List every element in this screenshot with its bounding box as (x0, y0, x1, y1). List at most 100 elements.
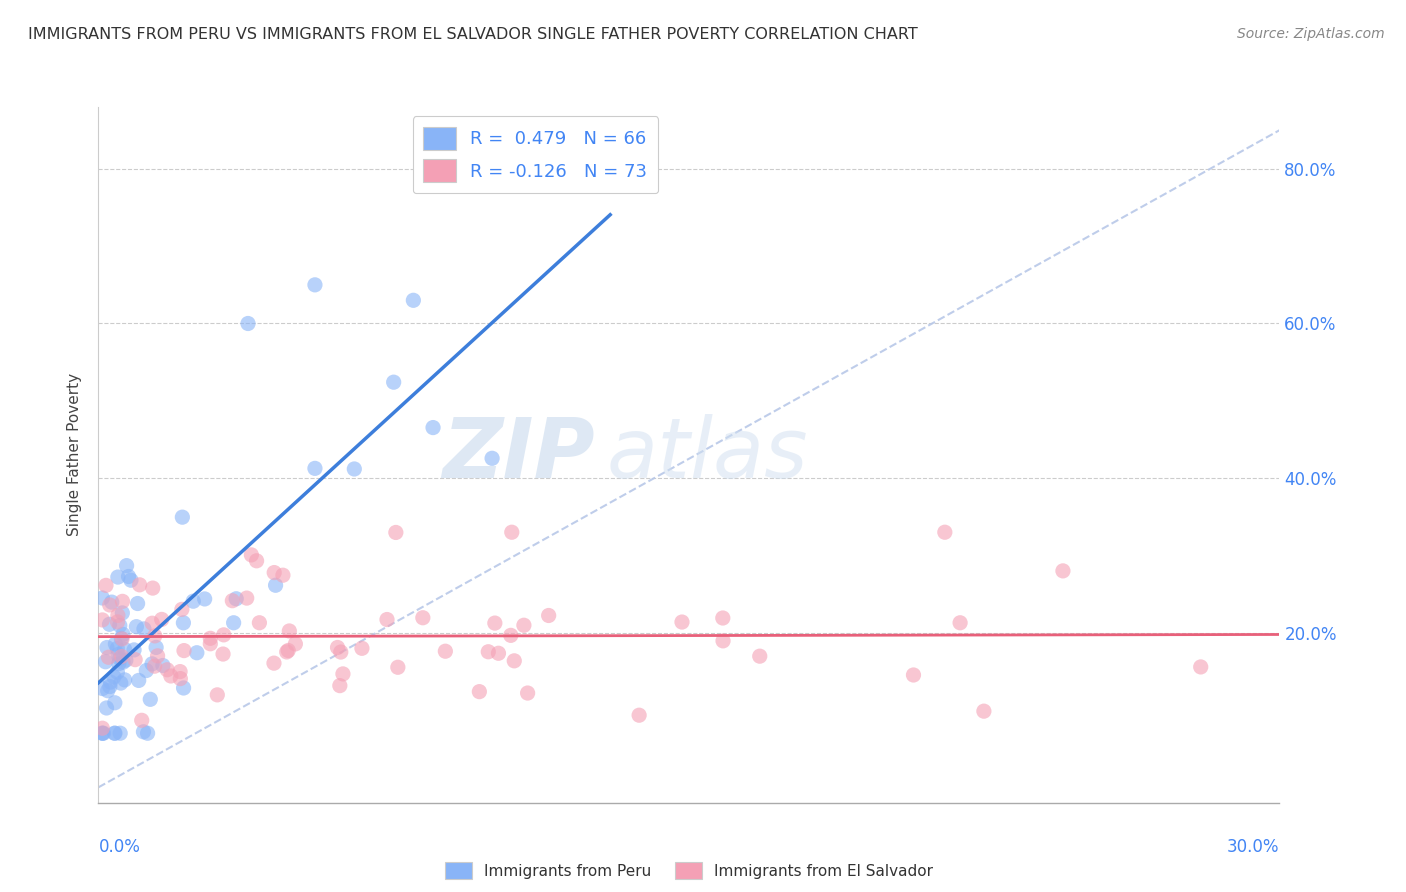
Point (382, 375, 405, 389)
Point (949, 615, 972, 630)
Point (235, 591, 257, 606)
Point (111, 632, 134, 646)
Point (332, 667, 354, 681)
Point (94, 655, 117, 669)
Point (139, 692, 162, 706)
Point (903, 668, 925, 682)
Point (186, 646, 208, 660)
Point (100, 675, 122, 690)
Point (97, 683, 120, 698)
Point (91, 726, 114, 740)
Point (513, 618, 536, 632)
Point (145, 640, 167, 655)
Point (141, 616, 163, 631)
Point (146, 648, 169, 663)
Legend: R =  0.479   N = 66, R = -0.126   N = 73: R = 0.479 N = 66, R = -0.126 N = 73 (412, 116, 658, 194)
Point (488, 646, 510, 660)
Point (263, 656, 285, 670)
Point (110, 676, 132, 690)
Point (412, 611, 434, 625)
Point (212, 628, 235, 642)
Point (671, 615, 693, 629)
Point (108, 651, 131, 665)
Point (143, 659, 166, 673)
Point (277, 643, 299, 657)
Point (748, 649, 770, 664)
Point (128, 578, 150, 592)
Point (247, 615, 270, 630)
Text: atlas: atlas (606, 415, 808, 495)
Point (107, 608, 129, 623)
Point (98, 598, 121, 612)
Point (104, 696, 127, 710)
Point (173, 643, 195, 657)
Point (128, 673, 150, 688)
Point (207, 688, 229, 702)
Point (143, 629, 166, 643)
Point (107, 570, 129, 584)
Point (375, 613, 398, 627)
Point (501, 525, 523, 540)
Point (194, 591, 217, 606)
Point (110, 632, 132, 646)
Point (329, 679, 352, 693)
Point (499, 628, 522, 642)
Point (484, 616, 506, 631)
Point (114, 653, 136, 667)
Point (122, 643, 145, 657)
Point (221, 593, 243, 607)
Point (100, 595, 122, 609)
Point (212, 647, 235, 661)
Point (124, 653, 146, 667)
Y-axis label: Single Father Poverty: Single Father Poverty (67, 374, 83, 536)
Point (107, 615, 129, 629)
Point (96, 701, 118, 715)
Point (108, 618, 131, 632)
Point (503, 654, 526, 668)
Point (98, 617, 121, 632)
Point (264, 578, 287, 592)
Point (326, 640, 349, 655)
Point (537, 608, 560, 623)
Point (169, 665, 191, 679)
Point (111, 594, 134, 608)
Point (200, 632, 222, 646)
Point (98, 680, 121, 694)
Point (181, 594, 204, 608)
Point (329, 645, 352, 659)
Point (240, 548, 263, 562)
Point (91, 681, 114, 696)
Point (108, 726, 131, 740)
Point (245, 554, 267, 568)
Point (1052, 564, 1074, 578)
Point (112, 655, 135, 669)
Point (468, 684, 491, 698)
Point (105, 641, 128, 656)
Point (934, 525, 956, 540)
Point (104, 726, 127, 740)
Point (402, 293, 425, 308)
Point (111, 606, 134, 620)
Text: Source: ZipAtlas.com: Source: ZipAtlas.com (1237, 27, 1385, 41)
Point (711, 611, 734, 625)
Point (170, 602, 193, 616)
Point (200, 637, 222, 651)
Point (104, 637, 127, 651)
Point (160, 669, 183, 683)
Point (481, 451, 503, 466)
Point (434, 644, 457, 658)
Point (284, 637, 307, 651)
Point (96, 640, 118, 655)
Point (156, 663, 179, 677)
Point (222, 615, 245, 630)
Point (135, 664, 157, 678)
Point (111, 649, 134, 664)
Point (127, 597, 149, 611)
Point (263, 566, 285, 580)
Point (173, 681, 195, 695)
Point (343, 462, 366, 476)
Point (91, 591, 114, 605)
Point (91, 613, 114, 627)
Point (236, 317, 259, 331)
Point (169, 672, 191, 686)
